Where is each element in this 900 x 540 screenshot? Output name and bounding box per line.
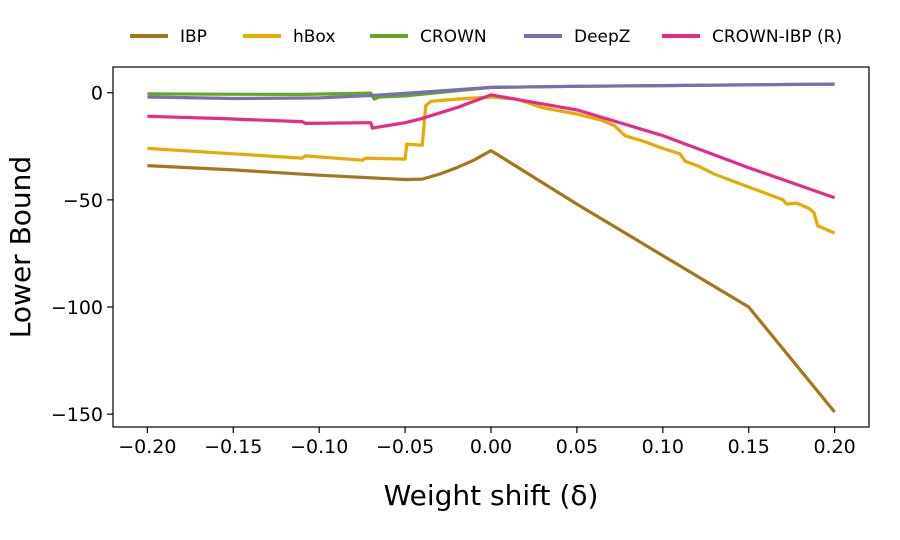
legend-label: DeepZ (574, 27, 630, 47)
x-tick-label: 0.05 (556, 436, 598, 458)
y-tick-label: −150 (51, 404, 103, 426)
y-tick-label: −50 (63, 190, 103, 212)
x-tick-label: 0.15 (728, 436, 770, 458)
series-line-1 (147, 95, 836, 235)
x-axis: −0.20 −0.15 −0.10 −0.05 0.00 0.05 0.10 0.15 0.20 (118, 427, 856, 458)
x-tick-label: −0.05 (376, 436, 434, 458)
x-tick-label: −0.15 (204, 436, 262, 458)
y-tick-label: −100 (51, 297, 103, 319)
x-tick-label: 0.20 (813, 436, 855, 458)
series-line-0 (147, 149, 836, 414)
series-line-3 (147, 82, 835, 101)
series-layer (147, 82, 836, 414)
series-line-4 (147, 93, 836, 200)
y-axis-title: Lower Bound (4, 156, 37, 338)
y-axis: 0 −50 −100 −150 (51, 83, 113, 426)
legend-label: hBox (293, 27, 335, 47)
legend-label: CROWN-IBP (R) (712, 27, 842, 47)
x-axis-title: Weight shift (δ) (384, 479, 599, 512)
legend-label: CROWN (420, 27, 487, 47)
plot-frame (112, 66, 870, 428)
x-tick-label: 0.10 (642, 436, 684, 458)
x-tick-label: −0.10 (290, 436, 348, 458)
x-tick-label: −0.20 (118, 436, 176, 458)
x-tick-label: 0.00 (470, 436, 512, 458)
y-tick-label: 0 (91, 83, 103, 105)
legend: IBP hBox CROWN DeepZ CROWN-IBP (R) (130, 27, 842, 47)
legend-label: IBP (180, 27, 207, 47)
